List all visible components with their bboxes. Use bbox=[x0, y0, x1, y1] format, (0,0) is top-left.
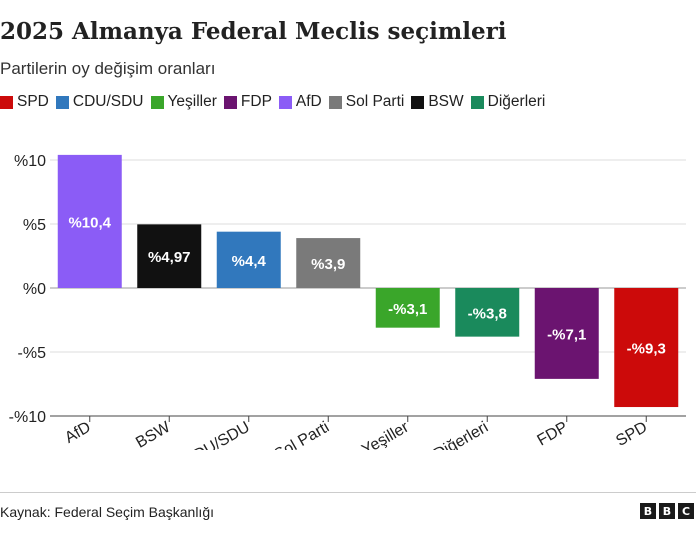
legend-swatch bbox=[55, 95, 69, 109]
y-tick-label: %5 bbox=[23, 217, 46, 234]
legend-label: Yeşiller bbox=[167, 93, 217, 110]
y-tick-label: %10 bbox=[14, 153, 46, 170]
legend: SPD CDU/SDU Yeşiller FDP AfD Sol Parti BSW Diğe… bbox=[0, 93, 552, 111]
data-label: -%3,1 bbox=[388, 301, 427, 318]
legend-swatch bbox=[411, 95, 425, 109]
bbc-logo: B B C bbox=[637, 503, 694, 519]
source-note: Kaynak: Federal Seçim Başkanlığı bbox=[0, 504, 214, 520]
legend-label: AfD bbox=[295, 93, 322, 110]
chart-title: 2025 Almanya Federal Meclis seçimleri bbox=[0, 18, 507, 45]
bar bbox=[375, 288, 440, 328]
bar bbox=[137, 224, 202, 288]
legend-label: FDP bbox=[240, 93, 272, 110]
legend-item: BSW bbox=[411, 93, 464, 111]
bbc-logo-letter: C bbox=[678, 503, 694, 519]
chart-subtitle: Partilerin oy değişim oranları bbox=[0, 59, 216, 78]
x-tick-label: SPD bbox=[613, 419, 650, 450]
y-tick-label: -%5 bbox=[18, 345, 47, 362]
x-tick-label: Sol Parti bbox=[271, 419, 332, 450]
legend-swatch bbox=[0, 95, 13, 109]
bar bbox=[57, 154, 122, 288]
legend-item: Yeşiller bbox=[150, 93, 217, 111]
x-tick-label: AfD bbox=[62, 419, 94, 447]
legend-item: CDU/SDU bbox=[55, 93, 144, 111]
legend-swatch bbox=[328, 95, 342, 109]
data-label: -%9,3 bbox=[627, 341, 666, 358]
legend-label: SPD bbox=[17, 93, 49, 110]
data-label: %3,9 bbox=[311, 256, 345, 273]
data-label: -%3,8 bbox=[468, 305, 507, 322]
bar bbox=[296, 238, 361, 288]
bar-chart: %10 %5 %0 -%5 -%10 %10,4 AfD %4,97 BSW %4,4 CDU/SD… bbox=[9, 153, 686, 450]
data-label: %10,4 bbox=[68, 214, 111, 231]
legend-item: AfD bbox=[278, 93, 322, 111]
legend-item: FDP bbox=[223, 93, 272, 111]
data-label: %4,4 bbox=[232, 253, 267, 270]
x-tick-label: Diğerleri bbox=[431, 419, 491, 450]
bar bbox=[216, 231, 281, 288]
x-tick-label: Yeşiller bbox=[359, 418, 412, 450]
legend-label: CDU/SDU bbox=[72, 93, 144, 110]
legend-label: BSW bbox=[428, 93, 464, 110]
legend-label: Sol Parti bbox=[345, 93, 405, 110]
bar bbox=[534, 288, 599, 379]
footer-divider bbox=[0, 492, 696, 493]
x-tick-label: CDU/SDU bbox=[181, 419, 253, 450]
legend-label: Diğerleri bbox=[487, 93, 546, 110]
legend-swatch bbox=[470, 95, 484, 109]
x-tick-label: FDP bbox=[535, 419, 571, 450]
data-label: -%7,1 bbox=[547, 326, 586, 343]
legend-swatch bbox=[223, 95, 237, 109]
data-label: %4,97 bbox=[148, 249, 191, 266]
y-tick-label: -%10 bbox=[9, 409, 46, 426]
bbc-logo-letter: B bbox=[640, 503, 656, 519]
legend-item: Sol Parti bbox=[328, 93, 405, 111]
bar bbox=[614, 288, 679, 408]
legend-swatch bbox=[150, 95, 164, 109]
bbc-logo-letter: B bbox=[659, 503, 675, 519]
legend-item: Diğerleri bbox=[470, 93, 546, 111]
bar bbox=[455, 288, 520, 337]
legend-item: SPD bbox=[0, 93, 49, 111]
y-tick-label: %0 bbox=[23, 281, 46, 298]
x-tick-label: BSW bbox=[133, 418, 174, 450]
legend-swatch bbox=[278, 95, 292, 109]
